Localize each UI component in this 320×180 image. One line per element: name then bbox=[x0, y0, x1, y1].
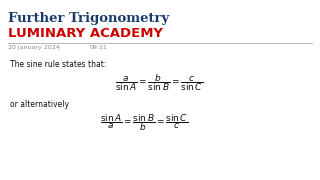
Text: The sine rule states that:: The sine rule states that: bbox=[10, 60, 106, 69]
Text: 09:11: 09:11 bbox=[90, 45, 108, 50]
Text: Further Trigonometry: Further Trigonometry bbox=[8, 12, 169, 25]
Text: LUMINARY ACADEMY: LUMINARY ACADEMY bbox=[8, 27, 163, 40]
Text: 20 January 2024: 20 January 2024 bbox=[8, 45, 60, 50]
Text: $\dfrac{a}{\sin A} = \dfrac{b}{\sin B} = \dfrac{c}{\sin C}$: $\dfrac{a}{\sin A} = \dfrac{b}{\sin B} =… bbox=[115, 72, 203, 93]
Text: or alternatively: or alternatively bbox=[10, 100, 69, 109]
Text: $\dfrac{\sin A}{a} = \dfrac{\sin B}{b} = \dfrac{\sin C}{c}$: $\dfrac{\sin A}{a} = \dfrac{\sin B}{b} =… bbox=[100, 112, 188, 133]
